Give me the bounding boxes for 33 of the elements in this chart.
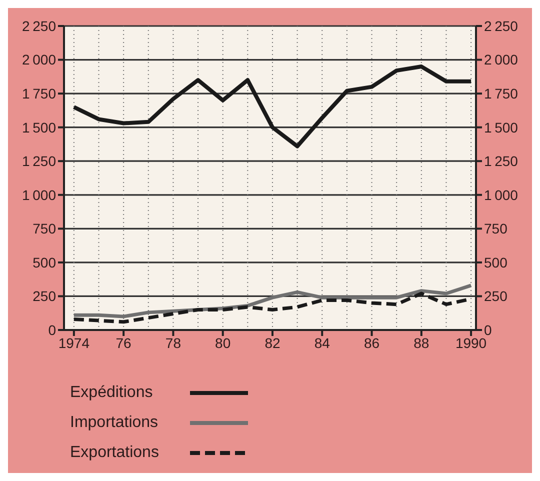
- y-tick-label: 1 750: [22, 86, 56, 102]
- x-tick-label: 1990: [455, 334, 487, 351]
- y2-tick-label: 1 500: [484, 119, 518, 136]
- x-tick-label: 1974: [58, 334, 90, 351]
- y2-tick-label: 500: [484, 254, 508, 270]
- y-tick-label: 2 250: [22, 18, 56, 34]
- y-tick-label: 250: [32, 288, 56, 304]
- x-tick-label: 80: [215, 334, 231, 351]
- legend-label: Importations: [70, 414, 160, 432]
- y2-tick-label: 1 250: [484, 153, 518, 170]
- x-tick-label: 88: [414, 334, 430, 351]
- y-tick-label: 1 500: [22, 119, 56, 136]
- y2-tick-label: 250: [484, 288, 508, 304]
- x-tick-label: 76: [116, 334, 132, 351]
- x-tick-label: 82: [264, 334, 280, 351]
- y2-tick-label: 1 750: [484, 86, 518, 102]
- y2-tick-label: 2 000: [484, 52, 518, 68]
- y-tick-label: 0: [48, 322, 56, 338]
- y-tick-label: 1 250: [22, 153, 56, 170]
- y2-tick-label: 1 000: [484, 186, 518, 203]
- x-tick-label: 86: [364, 334, 380, 351]
- legend-label: Expéditions: [70, 384, 154, 402]
- y2-tick-label: 2 250: [484, 18, 518, 34]
- line-series: [72, 64, 474, 148]
- y-tick-label: 500: [32, 254, 56, 270]
- x-tick-label: 78: [165, 334, 182, 351]
- y-tick-label: 2 000: [22, 52, 56, 68]
- legend-label: Exportations: [70, 444, 160, 462]
- x-tick-label: 84: [314, 334, 330, 351]
- y2-tick-label: 750: [484, 220, 508, 237]
- y2-tick-label: 0: [484, 322, 492, 338]
- y-tick-label: 1 000: [22, 186, 56, 203]
- y-tick-label: 750: [32, 220, 56, 237]
